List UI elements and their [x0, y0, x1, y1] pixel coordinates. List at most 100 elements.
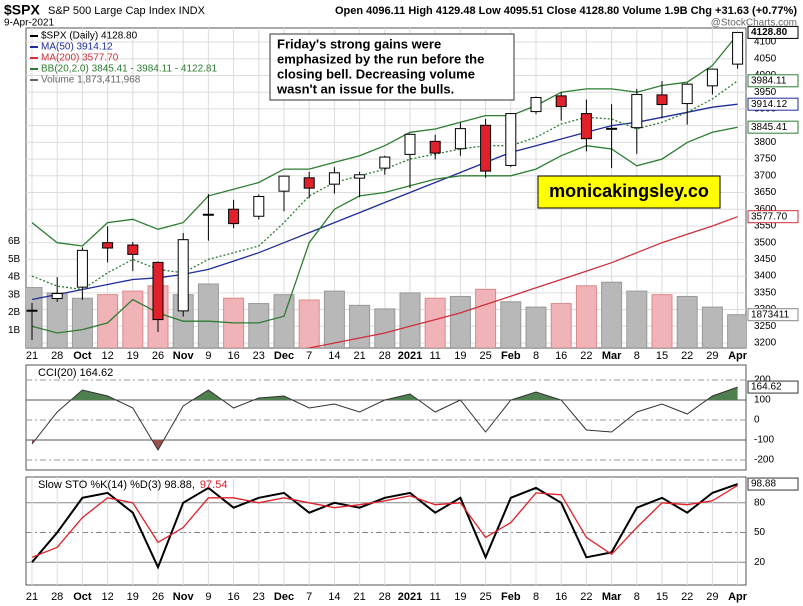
y-tick-label: 4050 — [754, 53, 777, 64]
x-tick-label: 28 — [379, 350, 391, 362]
value-tag-label: 3845.41 — [751, 122, 788, 133]
overlay-line — [305, 216, 738, 348]
x-tick-label: Feb — [501, 350, 521, 362]
y-tick-label: 3750 — [754, 154, 777, 165]
watermark-box — [537, 175, 721, 209]
value-tag — [747, 380, 799, 394]
x-tick-label: 21 — [26, 350, 38, 362]
value-tag — [747, 308, 799, 322]
y-tick-label: 3200 — [754, 338, 777, 349]
y-tick-label: 20 — [754, 557, 766, 568]
candle-body — [51, 292, 63, 300]
x-tick-label: 11 — [429, 591, 440, 603]
x-tick-label: 15 — [656, 350, 668, 362]
candle-body — [354, 174, 366, 179]
volume-bar — [97, 294, 119, 348]
x-tick-label: 21 — [353, 591, 365, 603]
x-tick-label: 22 — [580, 591, 592, 603]
x-tick-label: 25 — [479, 350, 491, 362]
volume-bar — [449, 295, 471, 348]
y-tick-label: 3550 — [754, 221, 777, 232]
legend-entry: MA(200) 3577.70 — [41, 53, 119, 64]
candle-body — [480, 124, 492, 172]
x-tick-label: Dec — [274, 350, 294, 362]
x-tick-label: 25 — [479, 591, 491, 603]
x-tick-label: 11 — [429, 350, 440, 362]
candle-body — [580, 113, 592, 140]
x-tick-label: 21 — [26, 591, 38, 603]
volume-bar — [676, 295, 698, 348]
volume-bar — [197, 283, 219, 348]
x-tick-label: 19 — [454, 591, 466, 603]
x-tick-label: Mar — [602, 350, 622, 362]
volume-bar — [323, 290, 345, 348]
x-tick-label: 22 — [681, 591, 693, 603]
overlay-line — [31, 103, 738, 301]
volume-bar — [550, 303, 572, 348]
value-tag-label: 3984.11 — [751, 75, 787, 86]
y-tick-label: 50 — [754, 527, 766, 538]
candle-body — [177, 239, 189, 312]
y-tick-label: 3450 — [754, 254, 777, 265]
x-tick-label: 26 — [152, 591, 164, 603]
candle-body — [732, 31, 744, 65]
plot-area — [26, 379, 746, 461]
annotation-line: closing bell. Decreasing volume — [277, 66, 475, 81]
value-tag-label: 3914.12 — [751, 99, 788, 110]
x-tick-label: 28 — [51, 350, 63, 362]
candle-body — [303, 177, 315, 189]
value-tag — [747, 74, 799, 88]
x-tick-label: 9 — [205, 591, 211, 603]
y-tick-label: 3800 — [754, 137, 777, 148]
x-tick-label: 22 — [681, 350, 693, 362]
volume-bar — [575, 285, 597, 348]
series-line — [31, 484, 738, 558]
volume-bar — [273, 294, 295, 348]
x-tick-label: 19 — [127, 591, 139, 603]
candle-body — [102, 242, 114, 249]
legend-entry: 97.54 — [200, 479, 228, 491]
y-tick-label: 100 — [754, 395, 771, 406]
x-tick-label: 7 — [306, 350, 312, 362]
y-tick-label: 3350 — [754, 287, 777, 298]
candle-body — [706, 68, 718, 87]
x-tick-label: 29 — [706, 591, 718, 603]
candle-body — [328, 172, 340, 185]
x-tick-label: 8 — [533, 591, 539, 603]
panel-frame — [25, 476, 747, 586]
y-tick-label: 3700 — [754, 170, 777, 181]
y-tick-label: 3950 — [754, 87, 777, 98]
value-tag-label: 1873411 — [751, 309, 790, 320]
volume-bar — [374, 308, 396, 348]
volume-bar — [399, 292, 421, 348]
volume-bar — [248, 303, 270, 348]
volume-bar — [122, 290, 144, 348]
annotation-box — [269, 33, 515, 101]
cci-line — [31, 386, 738, 451]
x-tick-label: 8 — [634, 350, 640, 362]
candle-body — [228, 208, 240, 225]
x-tick-label: 22 — [580, 350, 592, 362]
candle-body — [404, 133, 416, 155]
y-tick-label: -200 — [754, 455, 774, 466]
x-tick-label: 2021 — [398, 591, 422, 603]
cci-fill-down — [32, 440, 738, 450]
value-tag-label: 98.88 — [751, 479, 776, 490]
x-tick-label: 28 — [51, 591, 63, 603]
x-tick-label: 14 — [328, 591, 340, 603]
symbol: $SPX — [4, 2, 40, 18]
x-tick-label: 16 — [227, 591, 239, 603]
volume-bar — [71, 297, 93, 348]
candle-body — [26, 309, 38, 312]
value-tag — [747, 120, 799, 134]
x-tick-label: Feb — [501, 591, 521, 603]
y-tick-label: 200 — [754, 375, 771, 386]
index-name: S&P 500 Large Cap Index INDX — [48, 5, 206, 17]
value-tag-label: 3577.70 — [751, 211, 788, 222]
plot-area — [26, 477, 746, 585]
x-tick-label: Oct — [73, 591, 92, 603]
date: 9-Apr-2021 — [4, 18, 54, 29]
x-tick-label: 12 — [101, 350, 113, 362]
x-tick-label: 16 — [227, 350, 239, 362]
